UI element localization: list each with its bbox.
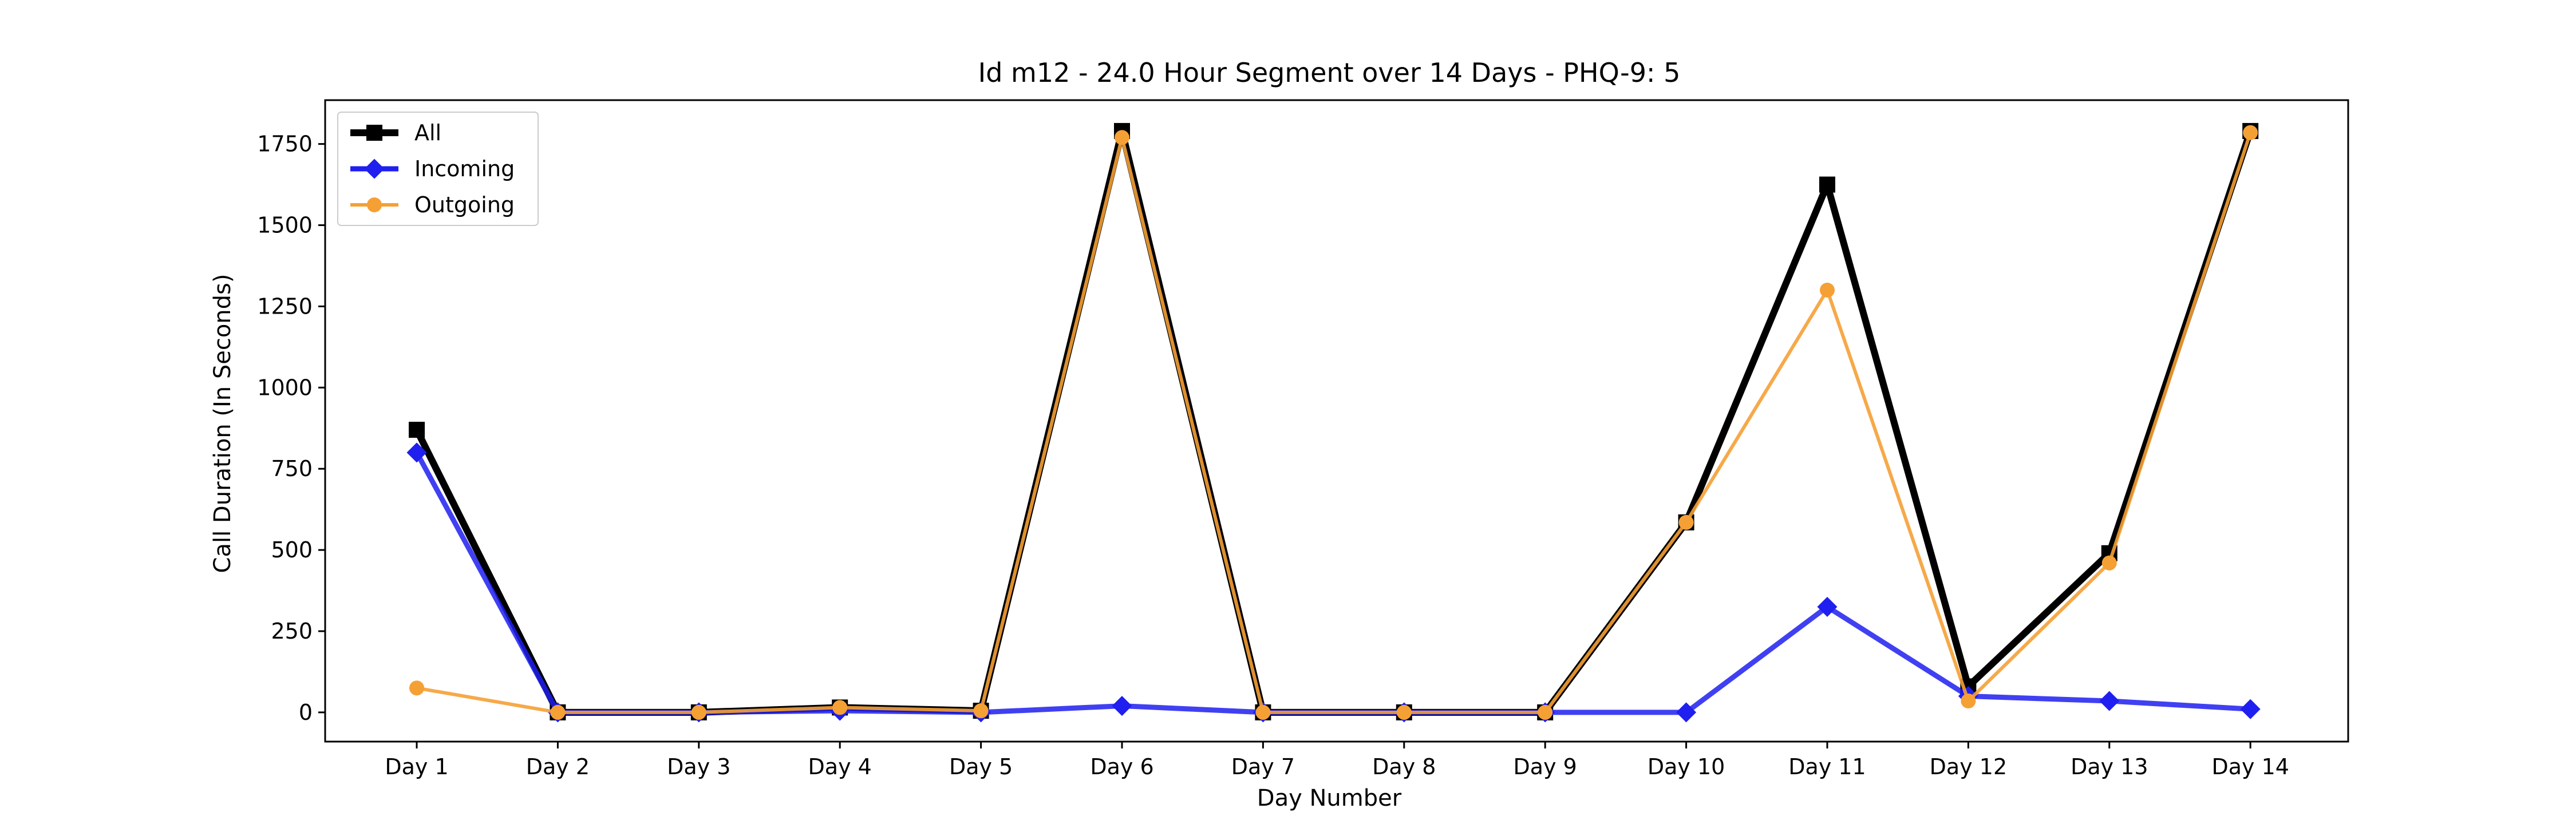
data-point-outgoing — [1396, 704, 1412, 720]
x-tick-label: Day 4 — [808, 754, 872, 779]
y-tick-label: 500 — [271, 537, 313, 562]
data-point-outgoing — [832, 700, 848, 715]
x-tick-label: Day 2 — [526, 754, 590, 779]
data-point-incoming — [1817, 596, 1838, 617]
x-tick-label: Day 9 — [1514, 754, 1577, 779]
data-point-incoming — [2099, 691, 2120, 711]
legend-box — [337, 112, 539, 226]
legend-label-all: All — [414, 120, 441, 145]
data-point-outgoing — [2101, 555, 2117, 571]
legend-marker-all — [366, 125, 382, 141]
x-axis-label: Day Number — [1257, 785, 1402, 811]
legend-marker-incoming — [364, 159, 385, 179]
plot-area: 0 250 500 750 1000 1250 1500 1750 Day 1 Day 2 Day … — [257, 99, 2349, 779]
chart-title: Id m12 - 24.0 Hour Segment over 14 Days … — [978, 57, 1681, 88]
y-tick-label: 1500 — [257, 213, 313, 238]
data-point-outgoing — [1255, 704, 1271, 720]
legend-label-outgoing: Outgoing — [414, 192, 515, 217]
y-tick-label: 250 — [271, 619, 313, 644]
y-tick-label: 0 — [299, 700, 313, 725]
data-point-incoming — [406, 442, 427, 463]
x-tick-label: Day 14 — [2211, 754, 2289, 779]
x-tick-label: Day 5 — [949, 754, 1013, 779]
data-point-outgoing — [691, 704, 706, 720]
x-tick-label: Day 11 — [1788, 754, 1866, 779]
x-tick-label: Day 13 — [2071, 754, 2148, 779]
data-point-outgoing — [1678, 514, 1694, 530]
legend-label-incoming: Incoming — [414, 156, 515, 181]
data-point-outgoing — [1961, 694, 1976, 709]
y-tick-label: 1000 — [257, 375, 313, 400]
data-point-all — [409, 422, 425, 438]
y-tick-label: 750 — [271, 456, 313, 481]
x-tick-label: Day 10 — [1647, 754, 1725, 779]
x-tick-label: Day 12 — [1930, 754, 2007, 779]
x-tick-label: Day 3 — [667, 754, 730, 779]
y-tick-label: 1250 — [257, 294, 313, 319]
data-point-outgoing — [1820, 283, 1835, 298]
data-point-outgoing — [2243, 125, 2258, 140]
y-axis-label: Call Duration (In Seconds) — [210, 274, 236, 573]
data-point-outgoing — [973, 703, 989, 719]
data-point-incoming — [1112, 696, 1132, 716]
data-point-outgoing — [550, 704, 566, 720]
x-tick-label: Day 1 — [385, 754, 448, 779]
x-tick-label: Day 6 — [1090, 754, 1153, 779]
y-tick-label: 1750 — [257, 132, 313, 157]
data-point-outgoing — [1115, 130, 1129, 145]
plot-frame — [324, 99, 2349, 743]
data-point-all — [1819, 176, 1835, 193]
legend-marker-outgoing — [367, 197, 382, 212]
data-point-incoming — [1676, 702, 1697, 723]
data-point-outgoing — [409, 680, 424, 696]
data-point-outgoing — [1538, 704, 1553, 720]
x-tick-label: Day 8 — [1372, 754, 1436, 779]
series-line-outgoing — [416, 132, 2253, 714]
data-point-incoming — [2240, 699, 2261, 719]
x-tick-label: Day 7 — [1231, 754, 1295, 779]
